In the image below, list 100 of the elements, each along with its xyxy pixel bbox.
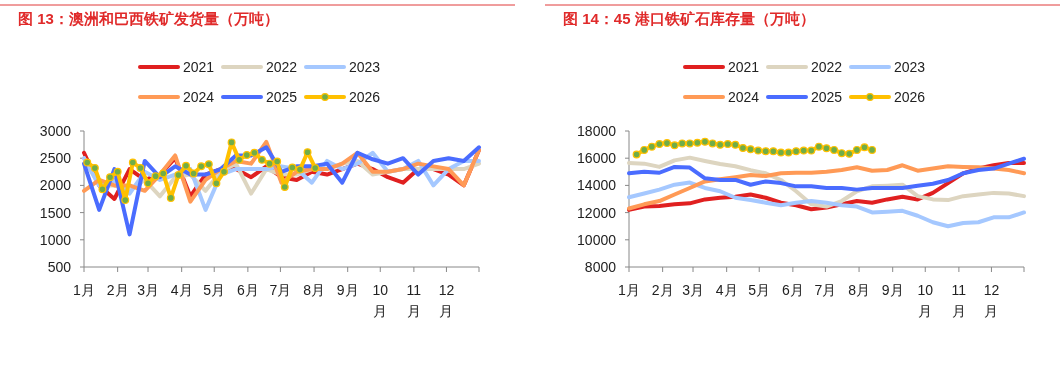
y-tick-label: 3000 xyxy=(39,123,72,139)
point xyxy=(83,158,92,167)
x-tick-label: 11月 xyxy=(951,282,967,319)
x-tick-label: 4月 xyxy=(715,282,738,298)
legend-label: 2023 xyxy=(894,59,926,75)
x-tick-label: 12月 xyxy=(438,282,455,319)
x-tick-label: 8月 xyxy=(303,282,325,298)
point xyxy=(257,155,266,164)
point xyxy=(212,179,221,188)
point xyxy=(204,160,213,169)
point xyxy=(106,173,115,182)
x-tick-label: 1月 xyxy=(618,282,640,298)
point xyxy=(662,139,671,148)
point xyxy=(288,163,297,172)
x-tick-label: 7月 xyxy=(269,282,292,298)
x-tick-label: 10月 xyxy=(917,282,934,319)
point xyxy=(784,148,793,157)
x-tick-label: 2月 xyxy=(651,282,674,298)
point xyxy=(250,148,259,157)
x-tick-label: 3月 xyxy=(137,282,159,298)
x-tick-label: 6月 xyxy=(781,282,804,298)
legend-label: 2022 xyxy=(266,59,298,75)
point xyxy=(700,137,709,146)
point xyxy=(738,144,747,152)
point xyxy=(655,140,664,149)
point xyxy=(219,167,228,176)
point xyxy=(189,169,198,178)
x-tick-label: 7月 xyxy=(814,282,837,298)
point xyxy=(845,149,854,158)
legend-label: 2023 xyxy=(349,59,381,75)
point xyxy=(182,161,191,170)
legend-label: 2024 xyxy=(183,89,215,105)
point xyxy=(746,145,755,154)
y-tick-label: 8000 xyxy=(584,259,617,275)
x-tick-label: 1月 xyxy=(73,282,95,298)
point xyxy=(98,185,107,194)
x-tick-label: 4月 xyxy=(170,282,193,298)
y-tick-label: 2000 xyxy=(39,177,72,194)
point xyxy=(90,163,99,172)
point xyxy=(868,145,877,154)
point xyxy=(242,150,251,159)
x-tick-label: 5月 xyxy=(203,282,226,298)
chart-title: 图 14：45 港口铁矿石库存量（万吨） xyxy=(563,10,815,27)
point xyxy=(670,141,679,150)
point xyxy=(235,155,244,164)
point xyxy=(723,140,732,149)
line-series xyxy=(627,156,1026,192)
point xyxy=(144,179,153,188)
y-tick-label: 18000 xyxy=(577,123,617,139)
x-tick-label: 2月 xyxy=(106,282,129,298)
point xyxy=(273,157,282,166)
y-tick-label: 1000 xyxy=(39,231,72,248)
legend-label: 2026 xyxy=(349,89,381,105)
x-tick-label: 3月 xyxy=(682,282,704,298)
chart-title: 图 13：澳洲和巴西铁矿发货量（万吨） xyxy=(18,10,279,27)
point xyxy=(265,159,274,168)
y-tick-label: 2500 xyxy=(39,150,72,167)
point xyxy=(792,147,801,156)
point xyxy=(311,163,320,172)
x-tick-label: 10月 xyxy=(372,282,389,319)
legend-label: 2021 xyxy=(728,59,760,75)
legend-label: 2025 xyxy=(266,89,298,105)
point xyxy=(678,139,687,148)
point xyxy=(716,140,725,149)
y-tick-label: 12000 xyxy=(577,204,617,221)
point xyxy=(814,142,823,151)
point xyxy=(280,183,289,192)
x-tick-label: 11月 xyxy=(406,282,422,319)
point xyxy=(159,169,168,178)
x-tick-label: 8月 xyxy=(848,282,870,298)
point xyxy=(837,149,846,158)
point xyxy=(113,167,122,176)
line-series xyxy=(82,145,481,237)
point xyxy=(693,138,702,147)
point xyxy=(151,172,160,181)
point xyxy=(121,196,130,205)
point xyxy=(295,165,304,174)
point xyxy=(708,139,717,148)
point xyxy=(830,145,839,154)
y-tick-label: 500 xyxy=(47,259,72,275)
legend-label: 2024 xyxy=(728,89,760,105)
point xyxy=(128,158,137,167)
point xyxy=(822,144,831,153)
y-tick-label: 1500 xyxy=(39,204,72,221)
x-tick-label: 9月 xyxy=(336,282,359,298)
point xyxy=(761,147,770,156)
legend-label: 2022 xyxy=(811,59,843,75)
legend-label: 2025 xyxy=(811,89,843,105)
x-tick-label: 6月 xyxy=(236,282,259,298)
point xyxy=(776,148,785,157)
x-tick-label: 5月 xyxy=(748,282,771,298)
point xyxy=(174,171,183,180)
line-series xyxy=(627,180,1026,229)
x-tick-label: 9月 xyxy=(881,282,904,298)
point xyxy=(136,163,145,172)
point xyxy=(647,142,656,151)
point xyxy=(632,150,641,159)
y-tick-label: 16000 xyxy=(577,150,617,167)
point xyxy=(807,146,816,155)
point xyxy=(197,162,206,171)
